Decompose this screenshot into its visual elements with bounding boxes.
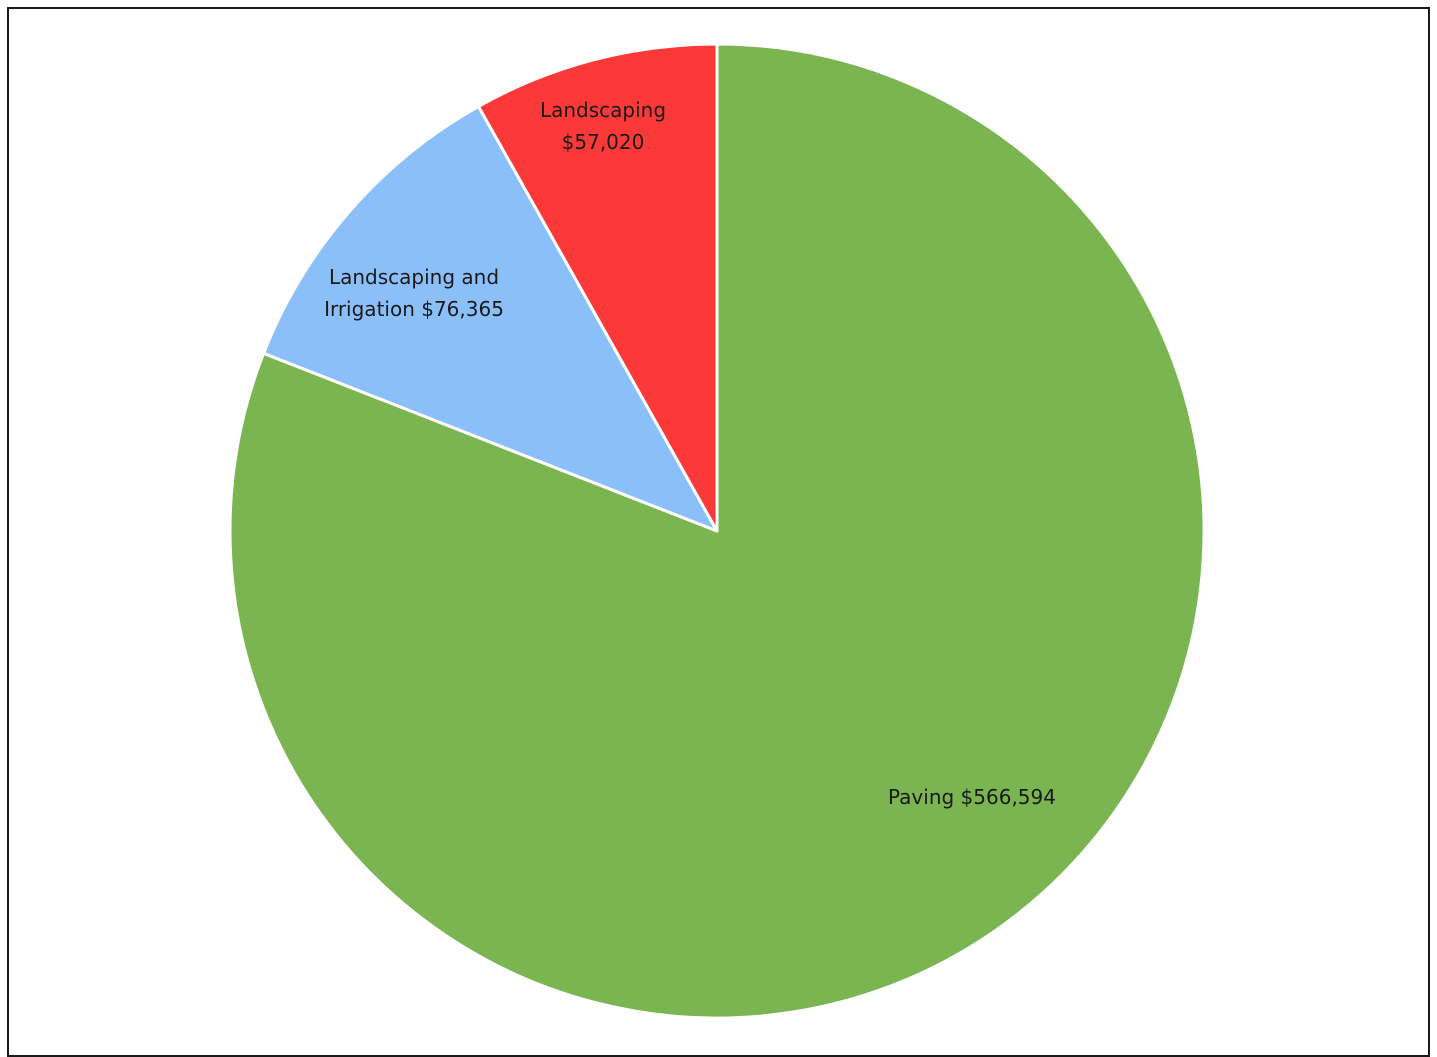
slice-label-line: Irrigation $76,365 xyxy=(324,297,504,321)
slice-label-paving: Paving $566,594 xyxy=(888,785,1056,809)
slice-label-line: Landscaping and xyxy=(329,265,499,289)
pie-slice-paving xyxy=(228,42,1206,1020)
slice-label-line: Landscaping xyxy=(540,98,666,122)
slice-label-landscaping: Landscaping $57,020 xyxy=(540,98,666,154)
pie-slice-landscaping xyxy=(476,42,719,533)
pie-slice-landscaping-and-irrigation xyxy=(262,104,719,533)
slice-labels: Paving $566,594 Landscaping and Irrigation… xyxy=(324,98,1056,809)
slice-label-landscaping-and-irrigation: Landscaping and Irrigation $76,365 xyxy=(324,265,504,321)
slice-label-line: Paving $566,594 xyxy=(888,785,1056,809)
pie-slices xyxy=(228,42,1206,1020)
slice-label-line: $57,020 xyxy=(562,130,645,154)
